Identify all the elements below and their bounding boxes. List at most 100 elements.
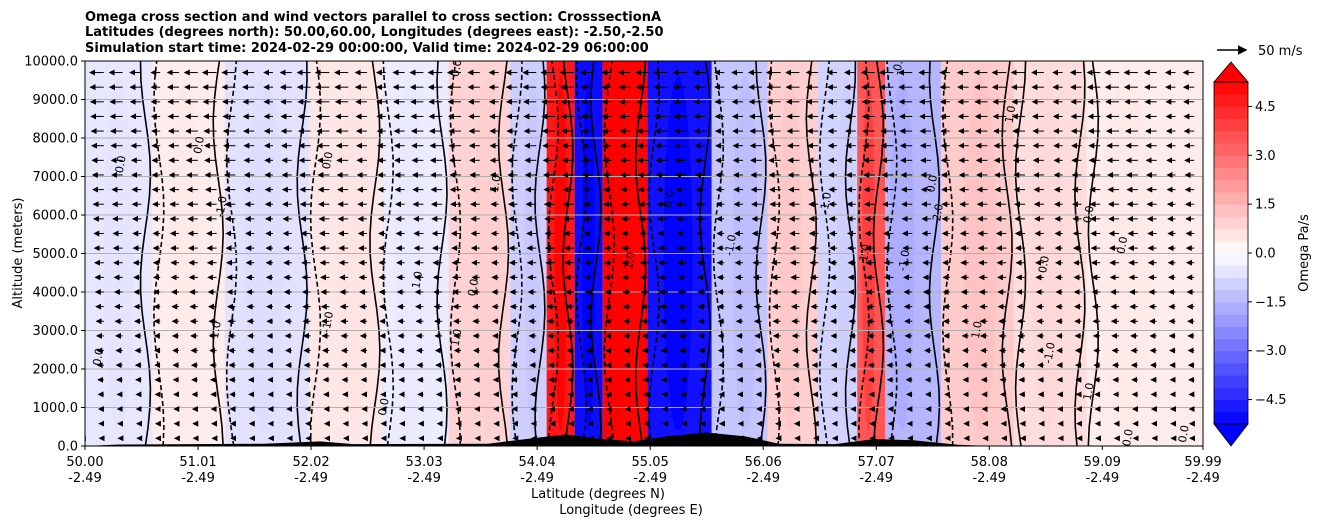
x-tick-label-lon: -2.49: [633, 471, 667, 486]
contour-label: 0.0: [113, 155, 129, 174]
contour-label: 1.0: [857, 243, 873, 262]
x-tick-label-lat: 59.99: [1184, 455, 1221, 470]
contour-label: 0.0: [1114, 235, 1130, 254]
colorbar-level: [1214, 387, 1248, 401]
colorbar-level: [1214, 118, 1248, 132]
chart-title-line-1: Omega cross section and wind vectors par…: [85, 10, 661, 25]
colorbar-level: [1214, 314, 1248, 327]
contour-label: 1.0: [208, 320, 224, 339]
colorbar-level: [1214, 228, 1248, 242]
x-tick-label-lat: 54.04: [519, 455, 556, 470]
y-tick-label: 5000.0: [33, 247, 79, 262]
contour-label: -1.0: [818, 191, 835, 214]
terrain-silhouette: [85, 432, 1203, 446]
x-tick-label-lon: -2.49: [1186, 471, 1220, 486]
x-tick-label-lon: -2.49: [407, 471, 441, 486]
x-tick-label-lat: 59.09: [1084, 455, 1121, 470]
x-tick-label-lat: 56.06: [745, 455, 782, 470]
contour-label: 0.0: [376, 397, 392, 416]
x-tick-label-lon: -2.49: [1085, 471, 1119, 486]
colorbar-level: [1214, 301, 1248, 315]
colorbar-level: [1214, 216, 1248, 230]
y-axis: 0.0 1000.0 2000.0 3000.0 4000.0 5000.0 6000.0 7…: [24, 55, 85, 455]
colorbar-level: [1214, 326, 1248, 339]
y-tick-label: 7000.0: [33, 170, 79, 185]
colorbar-tick-label: 4.5: [1255, 100, 1276, 115]
contour-label: 0.0: [90, 347, 106, 366]
x-tick-label-lat: 58.08: [971, 455, 1008, 470]
colorbar-level: [1214, 399, 1248, 413]
colorbar-level: [1214, 130, 1248, 144]
x-tick-label-lon: -2.49: [972, 471, 1006, 486]
colorbar-level: [1214, 143, 1248, 156]
colorbar-extend-min: [1213, 423, 1249, 447]
contour-label: 0.0: [1120, 428, 1136, 447]
contour-label: -1.0: [1041, 341, 1058, 364]
contour-label: 1.0: [969, 320, 985, 339]
x-tick-label-lat: 52.02: [292, 455, 329, 470]
colorbar-tick-label: −4.5: [1255, 393, 1287, 408]
colorbar-tick-label: 0.0: [1255, 247, 1276, 262]
colorbar-level: [1214, 179, 1248, 193]
colorbar-label: Omega Pa/s: [1297, 214, 1312, 292]
contour-label: 0.0: [465, 278, 481, 297]
contour-label: 0.0: [1081, 205, 1097, 224]
contour-label: -1.0: [722, 233, 739, 256]
colorbar-level: [1214, 253, 1248, 266]
colorbar-level: [1214, 350, 1248, 364]
y-axis-label: Altitude (meters): [11, 198, 26, 309]
x-tick-label-lat: 50.00: [66, 455, 103, 470]
x-tick-label-lon: -2.49: [181, 471, 215, 486]
x-axis-label-longitude: Longitude (degrees E): [559, 503, 703, 518]
colorbar-level: [1214, 375, 1248, 388]
contour-label: 1.0: [409, 270, 425, 289]
colorbar-level: [1214, 277, 1248, 291]
x-tick-label-lon: -2.49: [859, 471, 893, 486]
colorbar-level: [1214, 94, 1248, 107]
contour-label: -2.0: [929, 203, 946, 226]
y-tick-label: 3000.0: [33, 324, 79, 339]
wind-vectors: [85, 69, 1196, 442]
contour-labels: 0.0 0.0 0.0 -1.0 1.0 0.0 1.0 -1.0 0.0 1.0 1.0 0.0 0.…: [90, 53, 1192, 447]
contour-label: 0.0: [661, 189, 677, 208]
x-tick-label-lon: -2.49: [746, 471, 780, 486]
colorbar-level: [1214, 167, 1248, 181]
contour-label: 1.0: [449, 328, 465, 347]
colorbar-tick-label: −3.0: [1255, 344, 1287, 359]
contour-label: 1.0: [1003, 105, 1019, 124]
colorbar-level: [1214, 289, 1248, 303]
x-tick-label-lat: 57.07: [858, 455, 895, 470]
colorbar-tick-label: 1.5: [1255, 198, 1276, 213]
colorbar-level: [1214, 191, 1248, 205]
colorbar-ticks: 4.5 3.0 1.5 0.0 −1.5 −3.0 −4.5: [1248, 100, 1287, 408]
contour-label: 1.0: [1081, 382, 1097, 401]
colorbar-level: [1214, 362, 1248, 376]
contour-label: -1.0: [319, 310, 336, 333]
contour-label: 0.0: [1036, 255, 1052, 274]
contour-label: 1.0: [622, 251, 638, 270]
contour-label: -0.0: [890, 53, 907, 76]
x-axis: 50.00-2.4951.01-2.4952.02-2.4953.03-2.49…: [66, 446, 1222, 486]
colorbar-level: [1214, 204, 1248, 217]
x-tick-label-lon: -2.49: [68, 471, 102, 486]
colorbar-level: [1214, 240, 1248, 254]
y-tick-label: 2000.0: [33, 363, 79, 378]
colorbar-tick-label: 3.0: [1255, 149, 1276, 164]
y-tick-label: 1000.0: [33, 401, 79, 416]
colorbar-level: [1214, 411, 1248, 425]
contour-label: -1.0: [896, 249, 913, 272]
y-tick-label: 10000.0: [24, 55, 78, 70]
colorbar-level: [1214, 338, 1248, 352]
contour-label: -1.0: [213, 195, 230, 218]
y-tick-label: 9000.0: [33, 93, 79, 108]
contour-label: 0.0: [191, 135, 207, 154]
colorbar: [1213, 61, 1249, 447]
contour-label: 1.0: [488, 174, 504, 193]
contour-label: 0.0: [1176, 424, 1192, 443]
x-axis-label-latitude: Latitude (degrees N): [531, 487, 665, 502]
y-tick-label: 8000.0: [33, 132, 79, 147]
quiver-key-label: 50 m/s: [1258, 44, 1303, 59]
x-tick-label-lon: -2.49: [520, 471, 554, 486]
chart-title-line-3: Simulation start time: 2024-02-29 00:00:…: [85, 41, 649, 56]
